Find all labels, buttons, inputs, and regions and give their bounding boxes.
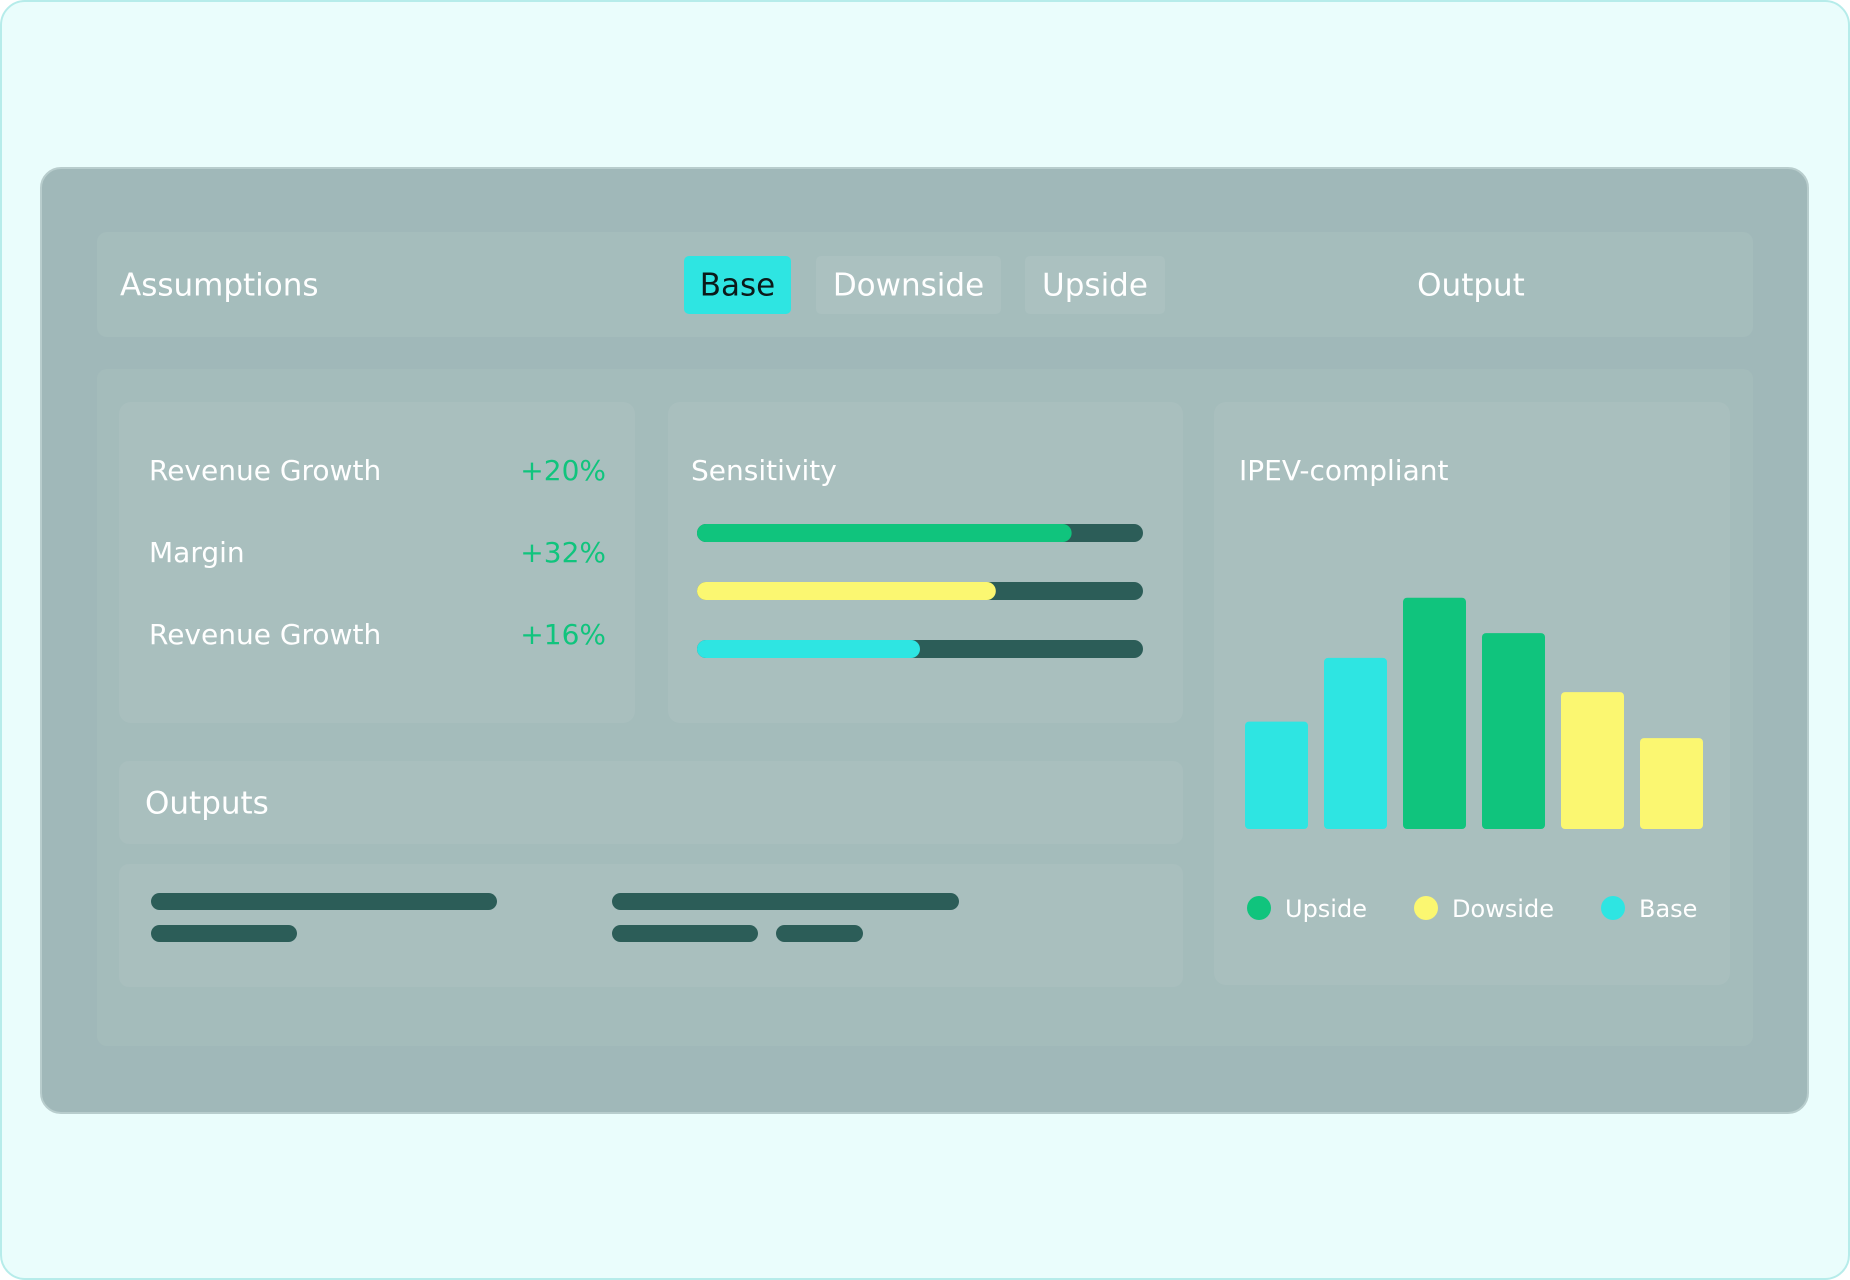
row-label: Margin [149, 536, 245, 569]
bar [1482, 633, 1545, 829]
tab-bg[interactable] [816, 256, 1001, 314]
tab-bg[interactable] [684, 256, 791, 314]
placeholder-line [776, 925, 863, 942]
chart-card [1214, 402, 1730, 985]
bar-chart [1245, 597, 1703, 829]
placeholder-lines [151, 893, 959, 942]
progress-fill [697, 582, 996, 600]
placeholder-line [612, 893, 959, 910]
sensitivity-card [668, 402, 1183, 723]
tab[interactable]: Downside [833, 268, 984, 304]
row-value: +16% [520, 618, 606, 651]
bar [1245, 721, 1308, 829]
sensitivity-title: Sensitivity [691, 454, 837, 487]
legend-label: Base [1639, 895, 1697, 923]
row-label: Revenue Growth [149, 454, 381, 487]
tab-bg[interactable] [1025, 256, 1165, 314]
legend-dot [1414, 896, 1438, 920]
row-value: +20% [520, 454, 606, 487]
output-tab[interactable]: Output [1417, 268, 1525, 304]
legend-dot [1247, 896, 1271, 920]
outputs-title: Outputs [145, 786, 269, 822]
placeholder-line [151, 925, 297, 942]
bar [1324, 657, 1387, 829]
row-value: +32% [520, 536, 606, 569]
chart-title: IPEV-compliant [1239, 454, 1448, 487]
placeholder-line [151, 893, 497, 910]
sensitivity-bars [697, 524, 1143, 658]
legend-label: Dowside [1452, 895, 1554, 923]
bar [1561, 692, 1624, 829]
progress-fill [697, 524, 1072, 542]
legend-label: Upside [1285, 895, 1367, 923]
header-title: Assumptions [120, 268, 319, 304]
placeholder-line [612, 925, 758, 942]
assumptions-card [119, 402, 635, 723]
legend-dot [1601, 896, 1625, 920]
outputs-card [119, 761, 1183, 844]
tabs: Base Downside Upside [684, 256, 1165, 314]
progress-fill [697, 640, 920, 658]
row-label: Revenue Growth [149, 618, 381, 651]
tab[interactable]: Base [700, 268, 776, 304]
legend: Upside Dowside Base [1247, 895, 1697, 923]
bar [1403, 597, 1466, 829]
bar [1640, 738, 1703, 829]
assumption-rows: Revenue Growth +20% Margin +32% Revenue Grow… [149, 454, 606, 651]
tab[interactable]: Upside [1042, 268, 1148, 304]
